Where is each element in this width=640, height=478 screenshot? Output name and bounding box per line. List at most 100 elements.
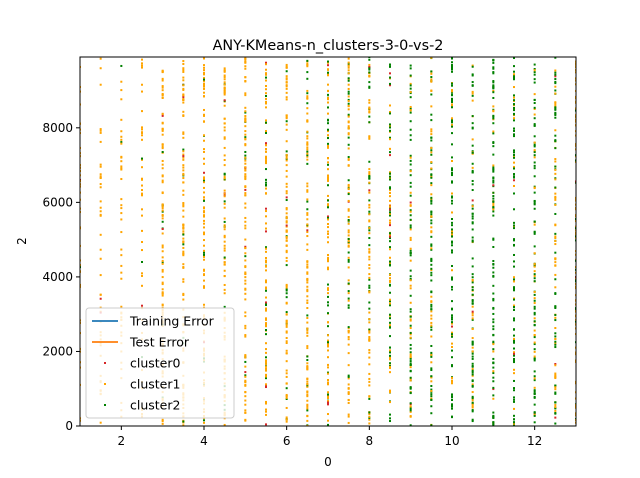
cluster1-point xyxy=(389,280,391,283)
cluster0-point xyxy=(389,235,391,238)
cluster1-point xyxy=(368,311,371,314)
cluster2-point xyxy=(389,237,391,240)
cluster1-point xyxy=(141,166,143,169)
cluster1-point xyxy=(430,324,433,327)
cluster1-point xyxy=(182,294,185,297)
cluster1-point xyxy=(347,240,350,243)
cluster1-point xyxy=(244,375,247,378)
cluster2-point xyxy=(513,317,515,320)
cluster1-point xyxy=(306,301,309,304)
cluster1-point xyxy=(306,248,309,251)
cluster1-point xyxy=(409,327,412,330)
cluster1-point xyxy=(285,85,288,88)
cluster1-point xyxy=(368,232,371,235)
cluster1-point xyxy=(306,231,309,234)
cluster1-point xyxy=(409,284,412,287)
cluster1-point xyxy=(347,125,350,128)
cluster2-point xyxy=(327,137,329,140)
cluster2-point xyxy=(451,314,453,317)
cluster1-point xyxy=(223,269,226,272)
cluster1-point xyxy=(347,266,350,269)
cluster2-point xyxy=(533,414,536,417)
cluster2-point xyxy=(389,65,391,68)
cluster1-point xyxy=(285,77,288,80)
cluster1-point xyxy=(182,70,185,73)
cluster1-point xyxy=(244,166,247,169)
cluster1-point xyxy=(244,246,247,249)
cluster2-point xyxy=(182,233,185,236)
cluster2-point xyxy=(409,343,412,346)
cluster2-point xyxy=(513,167,515,170)
cluster1-point xyxy=(244,411,247,414)
cluster1-point xyxy=(265,259,267,262)
cluster0-point xyxy=(513,352,515,355)
cluster1-point xyxy=(244,380,247,383)
cluster1-point xyxy=(285,325,288,328)
cluster2-point xyxy=(285,158,288,161)
cluster1-point xyxy=(265,102,267,105)
legend-item: cluster2 xyxy=(104,398,180,413)
cluster1-point xyxy=(120,135,123,138)
cluster2-point xyxy=(285,199,288,202)
cluster2-point xyxy=(492,132,495,135)
cluster1-point xyxy=(265,308,267,311)
cluster2-point xyxy=(409,391,412,394)
cluster1-point xyxy=(120,231,123,234)
cluster2-point xyxy=(471,74,474,77)
cluster1-point xyxy=(99,248,102,251)
cluster1-point xyxy=(368,248,371,251)
cluster1-point xyxy=(533,334,536,337)
cluster1-point xyxy=(306,272,309,275)
cluster1-point xyxy=(451,376,453,379)
cluster1-point xyxy=(306,148,309,151)
cluster2-point xyxy=(161,220,164,223)
cluster1-point xyxy=(265,72,267,75)
cluster1-point xyxy=(554,172,557,175)
cluster1-point xyxy=(99,214,102,217)
cluster2-point xyxy=(409,224,412,227)
cluster1-point xyxy=(223,81,226,84)
cluster1-point xyxy=(182,136,185,139)
cluster1-point xyxy=(285,229,288,232)
cluster1-point xyxy=(285,393,288,396)
cluster1-point xyxy=(203,150,205,153)
cluster1-point xyxy=(451,90,453,93)
cluster1-point xyxy=(306,331,309,334)
cluster1-point xyxy=(554,258,557,261)
cluster1-point xyxy=(471,391,474,394)
cluster2-point xyxy=(533,78,536,81)
cluster1-point xyxy=(389,314,391,317)
cluster2-point xyxy=(513,103,515,106)
cluster2-point xyxy=(265,184,267,187)
cluster1-point xyxy=(347,391,350,394)
cluster2-point xyxy=(223,178,226,181)
cluster1-point xyxy=(306,266,309,269)
cluster2-point xyxy=(327,371,329,374)
cluster1-point xyxy=(161,259,164,262)
cluster2-point xyxy=(513,77,515,80)
cluster1-point xyxy=(471,374,474,377)
cluster1-point xyxy=(265,361,267,364)
cluster1-point xyxy=(244,194,247,197)
legend-label: cluster2 xyxy=(130,398,180,413)
cluster1-point xyxy=(244,238,247,241)
cluster1-point xyxy=(120,277,123,280)
cluster1-point xyxy=(451,117,453,120)
cluster2-point xyxy=(471,171,474,174)
cluster2-point xyxy=(471,207,474,210)
cluster1-point xyxy=(554,240,557,242)
cluster2-point xyxy=(471,409,474,412)
cluster1-point xyxy=(203,226,205,229)
cluster2-point xyxy=(430,119,433,122)
cluster2-point xyxy=(451,218,453,220)
cluster2-point xyxy=(120,64,123,67)
cluster2-point xyxy=(554,147,557,150)
cluster1-point xyxy=(285,236,288,238)
cluster1-point xyxy=(161,294,164,297)
cluster1-point xyxy=(285,360,288,363)
cluster1-point xyxy=(265,159,267,162)
cluster1-point xyxy=(306,189,309,192)
cluster2-point xyxy=(306,150,309,153)
cluster1-point xyxy=(389,302,391,305)
cluster1-point xyxy=(533,290,536,293)
